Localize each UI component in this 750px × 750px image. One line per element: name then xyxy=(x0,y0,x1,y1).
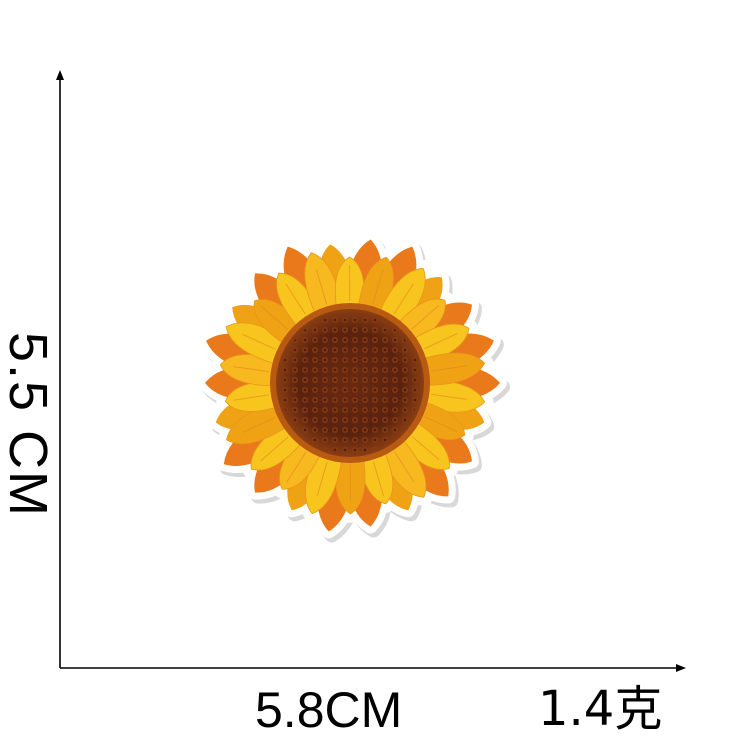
width-dimension-label: 5.8CM xyxy=(255,682,403,738)
height-dimension-label: 5.5 CM xyxy=(0,331,58,519)
petal-vein-1 xyxy=(431,393,467,400)
petal-vein-20 xyxy=(411,305,440,330)
petal-vein-5 xyxy=(372,461,385,497)
petal-vein-7 xyxy=(316,461,328,497)
petal-vein-11 xyxy=(233,394,269,401)
petal-vein-15 xyxy=(285,283,306,315)
petal-vein-18 xyxy=(372,269,384,305)
petal-vein-22 xyxy=(431,365,467,372)
vertical-axis-arrow xyxy=(56,70,64,80)
petal-vein-2 xyxy=(424,416,458,433)
petal-vein-3 xyxy=(411,436,440,461)
petal-vein-19 xyxy=(393,283,414,315)
horizontal-axis-arrow xyxy=(676,664,686,672)
petal-vein-13 xyxy=(242,333,276,350)
petal-vein-12 xyxy=(233,366,269,373)
weight-label: 1.4克 xyxy=(538,681,663,737)
sunflower-patch-illustration xyxy=(198,232,510,543)
petal-vein-10 xyxy=(242,416,276,433)
petal-vein-16 xyxy=(315,269,328,305)
petal-vein-9 xyxy=(260,436,289,461)
petal-vein-21 xyxy=(424,333,458,350)
flower-seeds xyxy=(280,313,420,453)
petal-vein-14 xyxy=(260,305,289,330)
petal-vein-8 xyxy=(286,451,307,483)
petal-vein-4 xyxy=(394,451,415,483)
